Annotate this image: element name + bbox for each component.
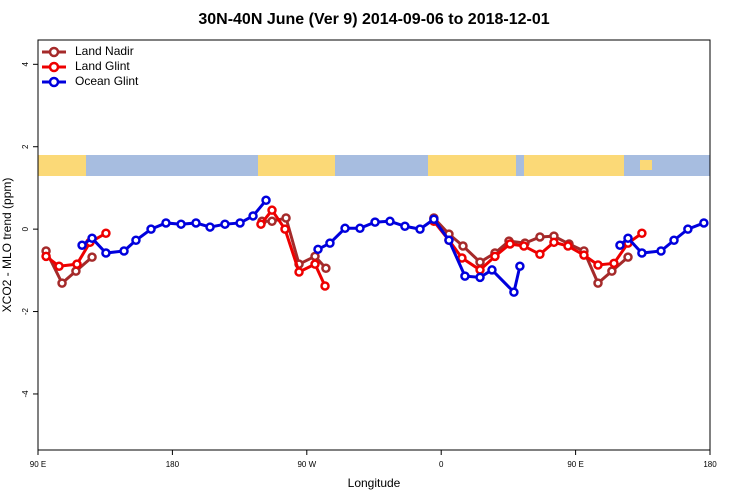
point — [519, 241, 529, 251]
point — [57, 278, 67, 288]
point — [475, 272, 485, 283]
point — [623, 252, 633, 262]
point — [637, 248, 647, 258]
series-line — [45, 207, 643, 287]
x-tick-label: 90 E — [567, 460, 583, 469]
point — [161, 218, 171, 228]
point — [101, 228, 111, 239]
point — [310, 259, 320, 269]
point — [656, 246, 666, 256]
chart-title: 30N-40N June (Ver 9) 2014-09-06 to 2018-… — [198, 11, 549, 28]
x-tick-label: 90 W — [297, 460, 316, 469]
point — [72, 259, 82, 269]
point — [623, 233, 633, 243]
point — [370, 217, 380, 227]
point — [669, 235, 679, 246]
legend-label: Land Glint — [75, 59, 130, 73]
y-axis-label: XCO2 - MLO trend (ppm) — [0, 178, 14, 313]
point — [280, 224, 290, 234]
point — [87, 233, 97, 243]
x-tick-label: 0 — [439, 460, 444, 469]
point — [313, 244, 323, 255]
point — [515, 261, 525, 271]
point — [637, 228, 647, 239]
point — [248, 211, 258, 221]
x-tick-label: 180 — [166, 460, 180, 469]
point — [87, 252, 97, 262]
point — [77, 240, 87, 250]
point — [205, 222, 215, 232]
point — [385, 216, 395, 227]
series-line — [81, 199, 705, 296]
x-tick-label: 90 E — [30, 460, 46, 469]
point — [101, 248, 111, 258]
point — [54, 261, 64, 271]
point — [355, 223, 365, 234]
y-tick-label: 2 — [21, 144, 30, 149]
point — [415, 224, 425, 234]
point — [549, 237, 559, 248]
point — [535, 232, 545, 242]
point — [146, 224, 156, 234]
point — [429, 214, 439, 224]
point — [609, 258, 619, 269]
point — [131, 235, 141, 246]
legend-marker — [48, 76, 60, 88]
x-axis-label: Longitude — [348, 476, 401, 490]
point — [535, 249, 545, 260]
point — [340, 223, 350, 234]
point — [294, 267, 304, 277]
point — [41, 251, 51, 262]
point — [176, 219, 186, 229]
point — [509, 287, 519, 297]
point — [267, 205, 277, 215]
point — [579, 250, 589, 260]
point — [320, 281, 330, 291]
point — [267, 216, 277, 227]
point — [563, 241, 573, 251]
point — [593, 260, 603, 270]
point — [444, 235, 454, 246]
point — [191, 218, 201, 228]
legend-marker — [48, 61, 60, 73]
point — [458, 241, 468, 251]
point — [460, 271, 470, 281]
y-tick-label: 4 — [21, 62, 30, 67]
y-tick-label: -2 — [21, 307, 30, 315]
point — [261, 195, 271, 206]
legend-label: Ocean Glint — [75, 74, 139, 88]
y-tick-label: 0 — [21, 226, 30, 231]
point — [683, 224, 693, 234]
point — [475, 265, 485, 275]
legend-marker — [48, 46, 60, 58]
y-tick-label: -4 — [21, 390, 30, 398]
point — [321, 263, 331, 274]
plot-frame — [37, 39, 711, 451]
point — [487, 265, 497, 275]
point — [281, 213, 291, 223]
point — [220, 219, 230, 229]
point — [615, 240, 625, 250]
point — [256, 219, 266, 229]
map-band — [38, 155, 710, 176]
point — [505, 239, 515, 249]
point — [490, 251, 500, 262]
legend-label: Land Nadir — [75, 44, 134, 58]
point — [699, 218, 709, 228]
point — [593, 278, 603, 288]
point — [475, 257, 485, 267]
point — [325, 238, 335, 248]
point — [235, 218, 245, 228]
point — [119, 246, 129, 256]
x-tick-label: 180 — [703, 460, 717, 469]
point — [607, 266, 617, 276]
point — [400, 221, 410, 232]
